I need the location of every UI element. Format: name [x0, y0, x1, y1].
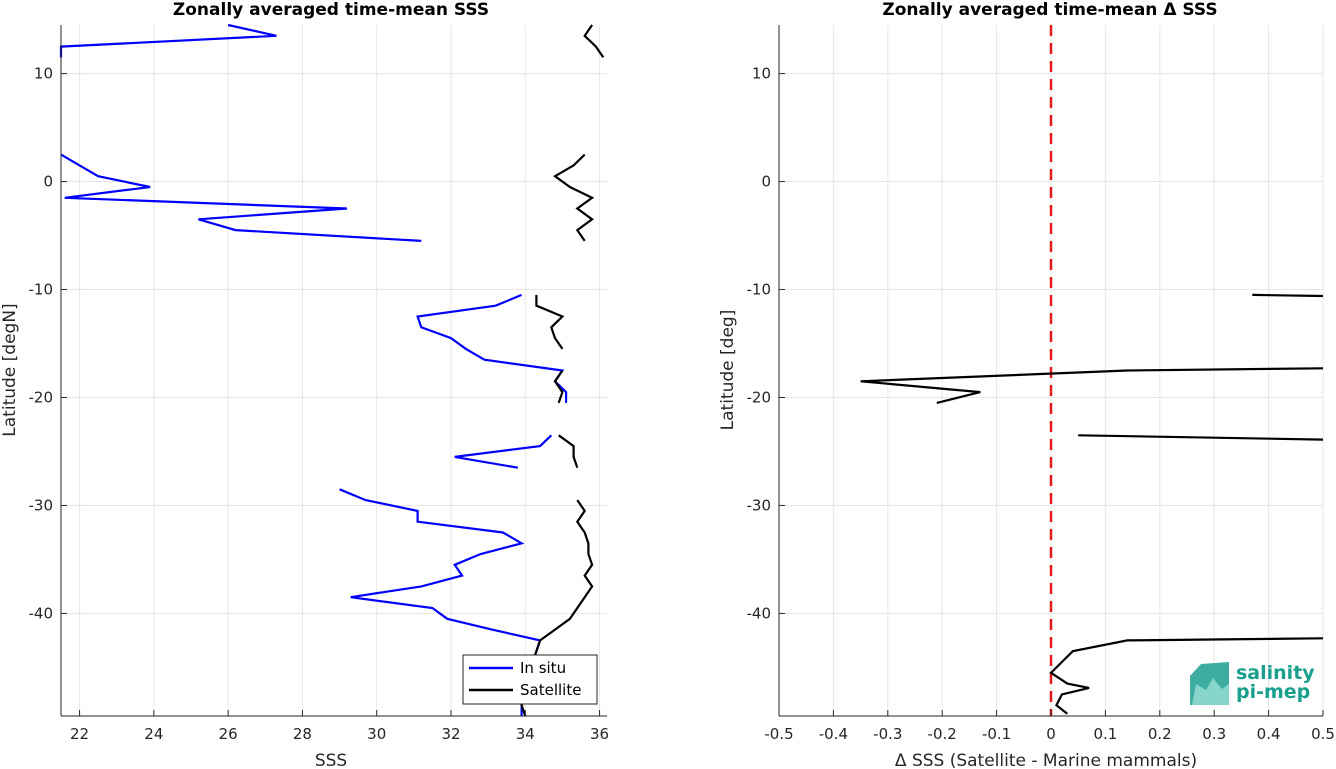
y-tick-label: -30	[29, 496, 54, 514]
legend: In situ Satellite	[462, 654, 598, 705]
grid-lines	[61, 25, 607, 716]
y-tick-label: 0	[761, 173, 771, 191]
x-tick-label: 0.2	[1148, 725, 1172, 743]
salinity-pi-mep-logo: salinity pi-mep	[1190, 662, 1315, 705]
y-axis-label: Latitude [deg]	[718, 310, 738, 431]
y-tick-label: -30	[747, 496, 772, 514]
series-line-satellite	[558, 434, 579, 469]
x-tick-label: 24	[144, 725, 163, 743]
chart-title: Zonally averaged time-mean Δ SSS	[882, 0, 1217, 20]
x-tick-label: 22	[70, 725, 89, 743]
y-tick-label: 10	[752, 65, 771, 83]
y-tick-label: -10	[747, 281, 772, 299]
series-line-delta-0	[1252, 293, 1324, 298]
y-tick-label: 10	[34, 65, 53, 83]
y-tick-label: -20	[747, 388, 772, 406]
series-line-satellite	[553, 369, 564, 404]
x-tick-label: -0.1	[982, 725, 1011, 743]
x-axis-label: Δ SSS (Satellite - Marine mammals)	[895, 751, 1197, 769]
legend-box	[462, 654, 598, 705]
grid-lines	[778, 25, 1324, 716]
x-tick-label: 0	[1046, 725, 1056, 743]
series-line-delta-0	[860, 367, 1324, 404]
series-layer	[59, 23, 605, 717]
x-tick-label: 0.5	[1311, 725, 1335, 743]
x-tick-label: -0.5	[764, 725, 793, 743]
legend-label-in-situ: In situ	[520, 659, 566, 677]
series-line-in-situ	[454, 434, 553, 469]
panel-delta-sss: Zonally averaged time-mean Δ SSS Δ SSS (…	[718, 0, 1335, 769]
series-line-in-situ	[60, 153, 422, 242]
logo-text-pi-mep: pi-mep	[1236, 681, 1310, 703]
axes: -0.5 -0.4 -0.3 -0.2 -0.1 0 0.1 0.2 0.3 0.4 0.5 -40 -…	[747, 25, 1335, 743]
series-layer	[860, 293, 1324, 715]
y-tick-label: 0	[43, 173, 53, 191]
x-tick-label: 32	[441, 725, 460, 743]
axes: 22 24 26 28 30 32 34 36 -40 -30 -20 -10 0 10	[29, 25, 609, 743]
logo-wave-icon	[1192, 678, 1229, 705]
y-tick-label: -40	[747, 604, 772, 622]
y-tick-label: -10	[29, 281, 54, 299]
series-line-delta-0	[1049, 637, 1324, 715]
y-axis-label: Latitude [degN]	[0, 303, 20, 436]
series-line-satellite	[552, 153, 595, 242]
x-tick-label: 30	[367, 725, 386, 743]
x-tick-label: -0.3	[873, 725, 902, 743]
legend-label-satellite: Satellite	[520, 681, 581, 699]
series-line-satellite	[583, 24, 605, 59]
x-tick-label: -0.4	[819, 725, 848, 743]
x-tick-label: 36	[590, 725, 609, 743]
x-tick-label: -0.2	[928, 725, 957, 743]
series-line-in-situ	[416, 293, 568, 403]
series-line-delta-0	[1078, 434, 1324, 441]
y-tick-label: -20	[29, 388, 54, 406]
series-line-in-situ	[59, 23, 277, 58]
x-tick-label: 26	[219, 725, 238, 743]
x-axis-label: SSS	[315, 751, 347, 769]
chart-title: Zonally averaged time-mean SSS	[173, 0, 489, 20]
x-tick-label: 0.1	[1093, 725, 1117, 743]
series-line-satellite	[535, 294, 565, 350]
x-tick-label: 34	[516, 725, 535, 743]
panel-sss: Zonally averaged time-mean SSS SSS Latit…	[0, 0, 609, 769]
x-tick-label: 0.4	[1257, 725, 1281, 743]
x-tick-label: 0.3	[1202, 725, 1226, 743]
logo-text-salinity: salinity	[1236, 662, 1315, 684]
x-tick-label: 28	[293, 725, 312, 743]
y-tick-label: -40	[29, 604, 54, 622]
